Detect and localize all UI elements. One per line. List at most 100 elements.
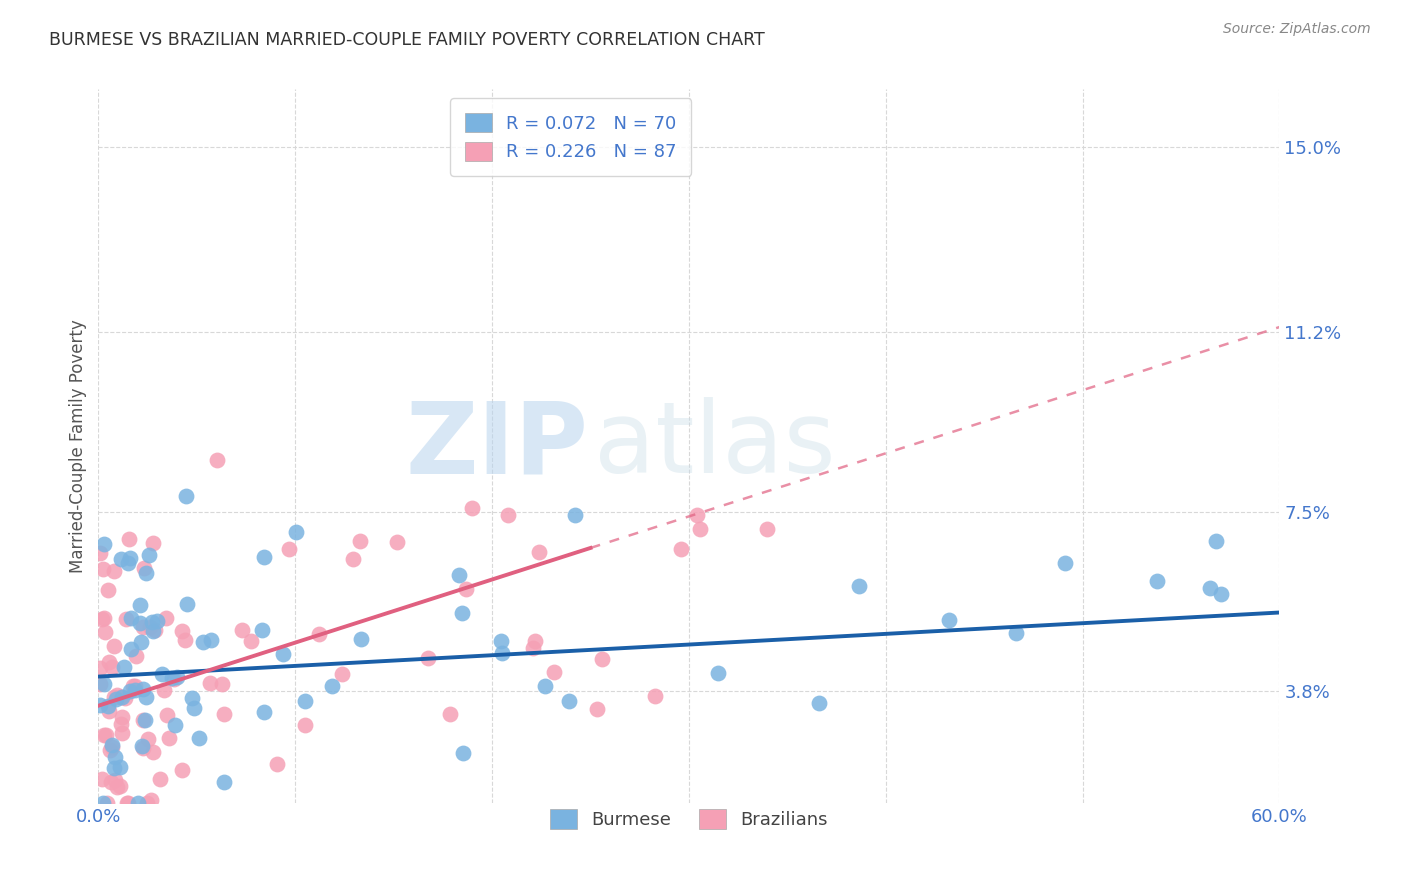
Point xyxy=(450,606,472,620)
Point xyxy=(214,707,236,722)
Point xyxy=(125,648,148,663)
Point xyxy=(97,583,120,598)
Point xyxy=(90,612,112,626)
Point xyxy=(89,546,111,560)
Point xyxy=(155,611,177,625)
Point xyxy=(96,728,118,742)
Point xyxy=(198,676,221,690)
Point xyxy=(142,536,165,550)
Point xyxy=(142,624,165,638)
Point xyxy=(93,537,115,551)
Point xyxy=(447,568,470,582)
Text: ZIP: ZIP xyxy=(406,398,589,494)
Point xyxy=(93,611,115,625)
Point xyxy=(174,633,197,648)
Point xyxy=(105,688,128,702)
Point xyxy=(110,552,132,566)
Point xyxy=(294,718,316,732)
Point xyxy=(104,772,127,787)
Legend: Burmese, Brazilians: Burmese, Brazilians xyxy=(543,802,835,837)
Point xyxy=(163,718,186,732)
Point xyxy=(385,535,408,549)
Point xyxy=(128,616,150,631)
Point xyxy=(848,579,870,593)
Point xyxy=(755,522,778,536)
Point xyxy=(558,694,581,708)
Point xyxy=(103,640,125,654)
Point xyxy=(1205,534,1227,549)
Point xyxy=(138,548,160,562)
Point xyxy=(491,646,513,660)
Point xyxy=(807,696,830,710)
Point xyxy=(124,679,146,693)
Point xyxy=(183,701,205,715)
Point xyxy=(1004,625,1026,640)
Point xyxy=(586,701,609,715)
Point xyxy=(103,564,125,578)
Point xyxy=(97,698,120,713)
Point xyxy=(114,612,136,626)
Point xyxy=(200,633,222,648)
Point xyxy=(111,710,134,724)
Point xyxy=(176,597,198,611)
Point xyxy=(121,679,143,693)
Point xyxy=(284,525,307,540)
Point xyxy=(266,757,288,772)
Point xyxy=(117,796,139,810)
Point xyxy=(349,533,371,548)
Point xyxy=(522,641,544,656)
Point xyxy=(250,623,273,637)
Point xyxy=(253,705,276,719)
Point xyxy=(163,672,186,686)
Point xyxy=(156,707,179,722)
Point xyxy=(1146,574,1168,589)
Point xyxy=(496,508,519,522)
Point xyxy=(332,667,354,681)
Point xyxy=(120,684,142,698)
Point xyxy=(308,627,330,641)
Point xyxy=(350,632,373,646)
Point xyxy=(938,613,960,627)
Point xyxy=(166,670,188,684)
Point xyxy=(153,683,176,698)
Point xyxy=(129,635,152,649)
Point xyxy=(129,598,152,612)
Point xyxy=(114,691,136,706)
Point xyxy=(105,692,128,706)
Point xyxy=(110,717,132,731)
Point xyxy=(89,676,111,690)
Point xyxy=(141,615,163,629)
Point xyxy=(101,739,124,754)
Point xyxy=(132,740,155,755)
Point xyxy=(97,655,120,669)
Point xyxy=(170,764,193,778)
Point xyxy=(132,561,155,575)
Point xyxy=(117,556,139,570)
Point xyxy=(271,648,294,662)
Point xyxy=(456,582,478,596)
Point xyxy=(108,690,131,704)
Point xyxy=(1209,587,1232,601)
Point xyxy=(1198,581,1220,595)
Point xyxy=(191,635,214,649)
Point xyxy=(93,728,115,742)
Point xyxy=(135,690,157,705)
Point xyxy=(207,453,229,467)
Point xyxy=(461,500,484,515)
Point xyxy=(142,745,165,759)
Point xyxy=(132,682,155,697)
Point xyxy=(110,779,132,793)
Point xyxy=(134,713,156,727)
Point xyxy=(111,690,134,705)
Point xyxy=(149,772,172,786)
Point xyxy=(416,651,439,665)
Point xyxy=(174,489,197,503)
Point xyxy=(139,792,162,806)
Point xyxy=(132,713,155,727)
Point xyxy=(707,666,730,681)
Point xyxy=(689,522,711,536)
Point xyxy=(564,508,586,522)
Point xyxy=(524,634,547,648)
Point xyxy=(644,690,666,704)
Point xyxy=(91,772,114,787)
